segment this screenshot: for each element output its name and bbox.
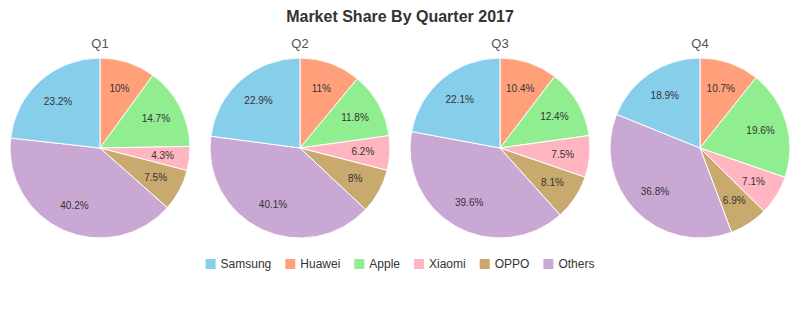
- data-label: 7.5%: [144, 172, 167, 183]
- pie-slice: [211, 58, 300, 148]
- legend-swatch: [480, 259, 490, 269]
- legend-label: Samsung: [221, 257, 272, 271]
- data-label: 10.7%: [707, 83, 735, 94]
- data-label: 40.2%: [60, 200, 88, 211]
- legend-label: Others: [558, 257, 594, 271]
- data-label: 11.8%: [341, 112, 369, 123]
- legend-swatch: [285, 259, 295, 269]
- pie: 10% 14.7% 4.3% 7.5% 40.2% 23.2%: [10, 58, 190, 238]
- legend-item: OPPO: [480, 257, 530, 271]
- legend-swatch: [414, 259, 424, 269]
- pie-title: Q2: [291, 36, 308, 51]
- pie-slice: [410, 132, 560, 238]
- data-label: 40.1%: [259, 199, 287, 210]
- legend-label: OPPO: [495, 257, 530, 271]
- data-label: 8.1%: [541, 177, 564, 188]
- data-label: 36.8%: [641, 186, 669, 197]
- pie-title: Q1: [91, 36, 108, 51]
- data-label: 19.6%: [746, 125, 774, 136]
- legend-label: Xiaomi: [429, 257, 466, 271]
- data-label: 6.9%: [723, 195, 746, 206]
- pie-slice: [210, 136, 366, 238]
- legend-item: Xiaomi: [414, 257, 466, 271]
- data-label: 22.1%: [446, 94, 474, 105]
- chart-title: Market Share By Quarter 2017: [286, 8, 514, 25]
- legend-item: Samsung: [206, 257, 272, 271]
- data-label: 10.4%: [506, 83, 534, 94]
- pie: 11% 11.8% 6.2% 8% 40.1% 22.9%: [210, 58, 390, 238]
- legend-item: Apple: [354, 257, 400, 271]
- legend-item: Huawei: [285, 257, 340, 271]
- data-label: 10%: [109, 83, 129, 94]
- pie-slice: [100, 75, 190, 148]
- pie-slice: [412, 58, 500, 148]
- legend-swatch: [354, 259, 364, 269]
- data-label: 11%: [312, 83, 331, 94]
- legend-item: Others: [543, 257, 594, 271]
- legend: Samsung Huawei Apple Xiaomi OPPO Others: [206, 257, 595, 271]
- data-label: 12.4%: [540, 111, 568, 122]
- data-label: 23.2%: [44, 96, 72, 107]
- legend-label: Huawei: [300, 257, 340, 271]
- legend-label: Apple: [369, 257, 400, 271]
- legend-swatch: [206, 259, 216, 269]
- data-label: 6.2%: [352, 146, 375, 157]
- data-label: 8%: [348, 173, 363, 184]
- data-label: 7.5%: [551, 149, 574, 160]
- legend-swatch: [543, 259, 553, 269]
- data-label: 22.9%: [244, 95, 272, 106]
- pie-title: Q3: [491, 36, 508, 51]
- data-label: 4.3%: [151, 150, 174, 161]
- pie-slice: [617, 58, 700, 148]
- pie-slice: [10, 138, 167, 238]
- data-label: 7.1%: [742, 176, 765, 187]
- data-label: 18.9%: [651, 90, 679, 101]
- pie: 10.7% 19.6% 7.1% 6.9% 36.8% 18.9%: [610, 58, 790, 238]
- pie: 10.4% 12.4% 7.5% 8.1% 39.6% 22.1%: [410, 58, 590, 238]
- data-label: 14.7%: [142, 113, 170, 124]
- pie-title: Q4: [691, 36, 708, 51]
- pie-slice: [11, 58, 100, 148]
- data-label: 39.6%: [455, 197, 483, 208]
- chart: Market Share By Quarter 2017 10% 14.7% 4.3%…: [0, 0, 800, 321]
